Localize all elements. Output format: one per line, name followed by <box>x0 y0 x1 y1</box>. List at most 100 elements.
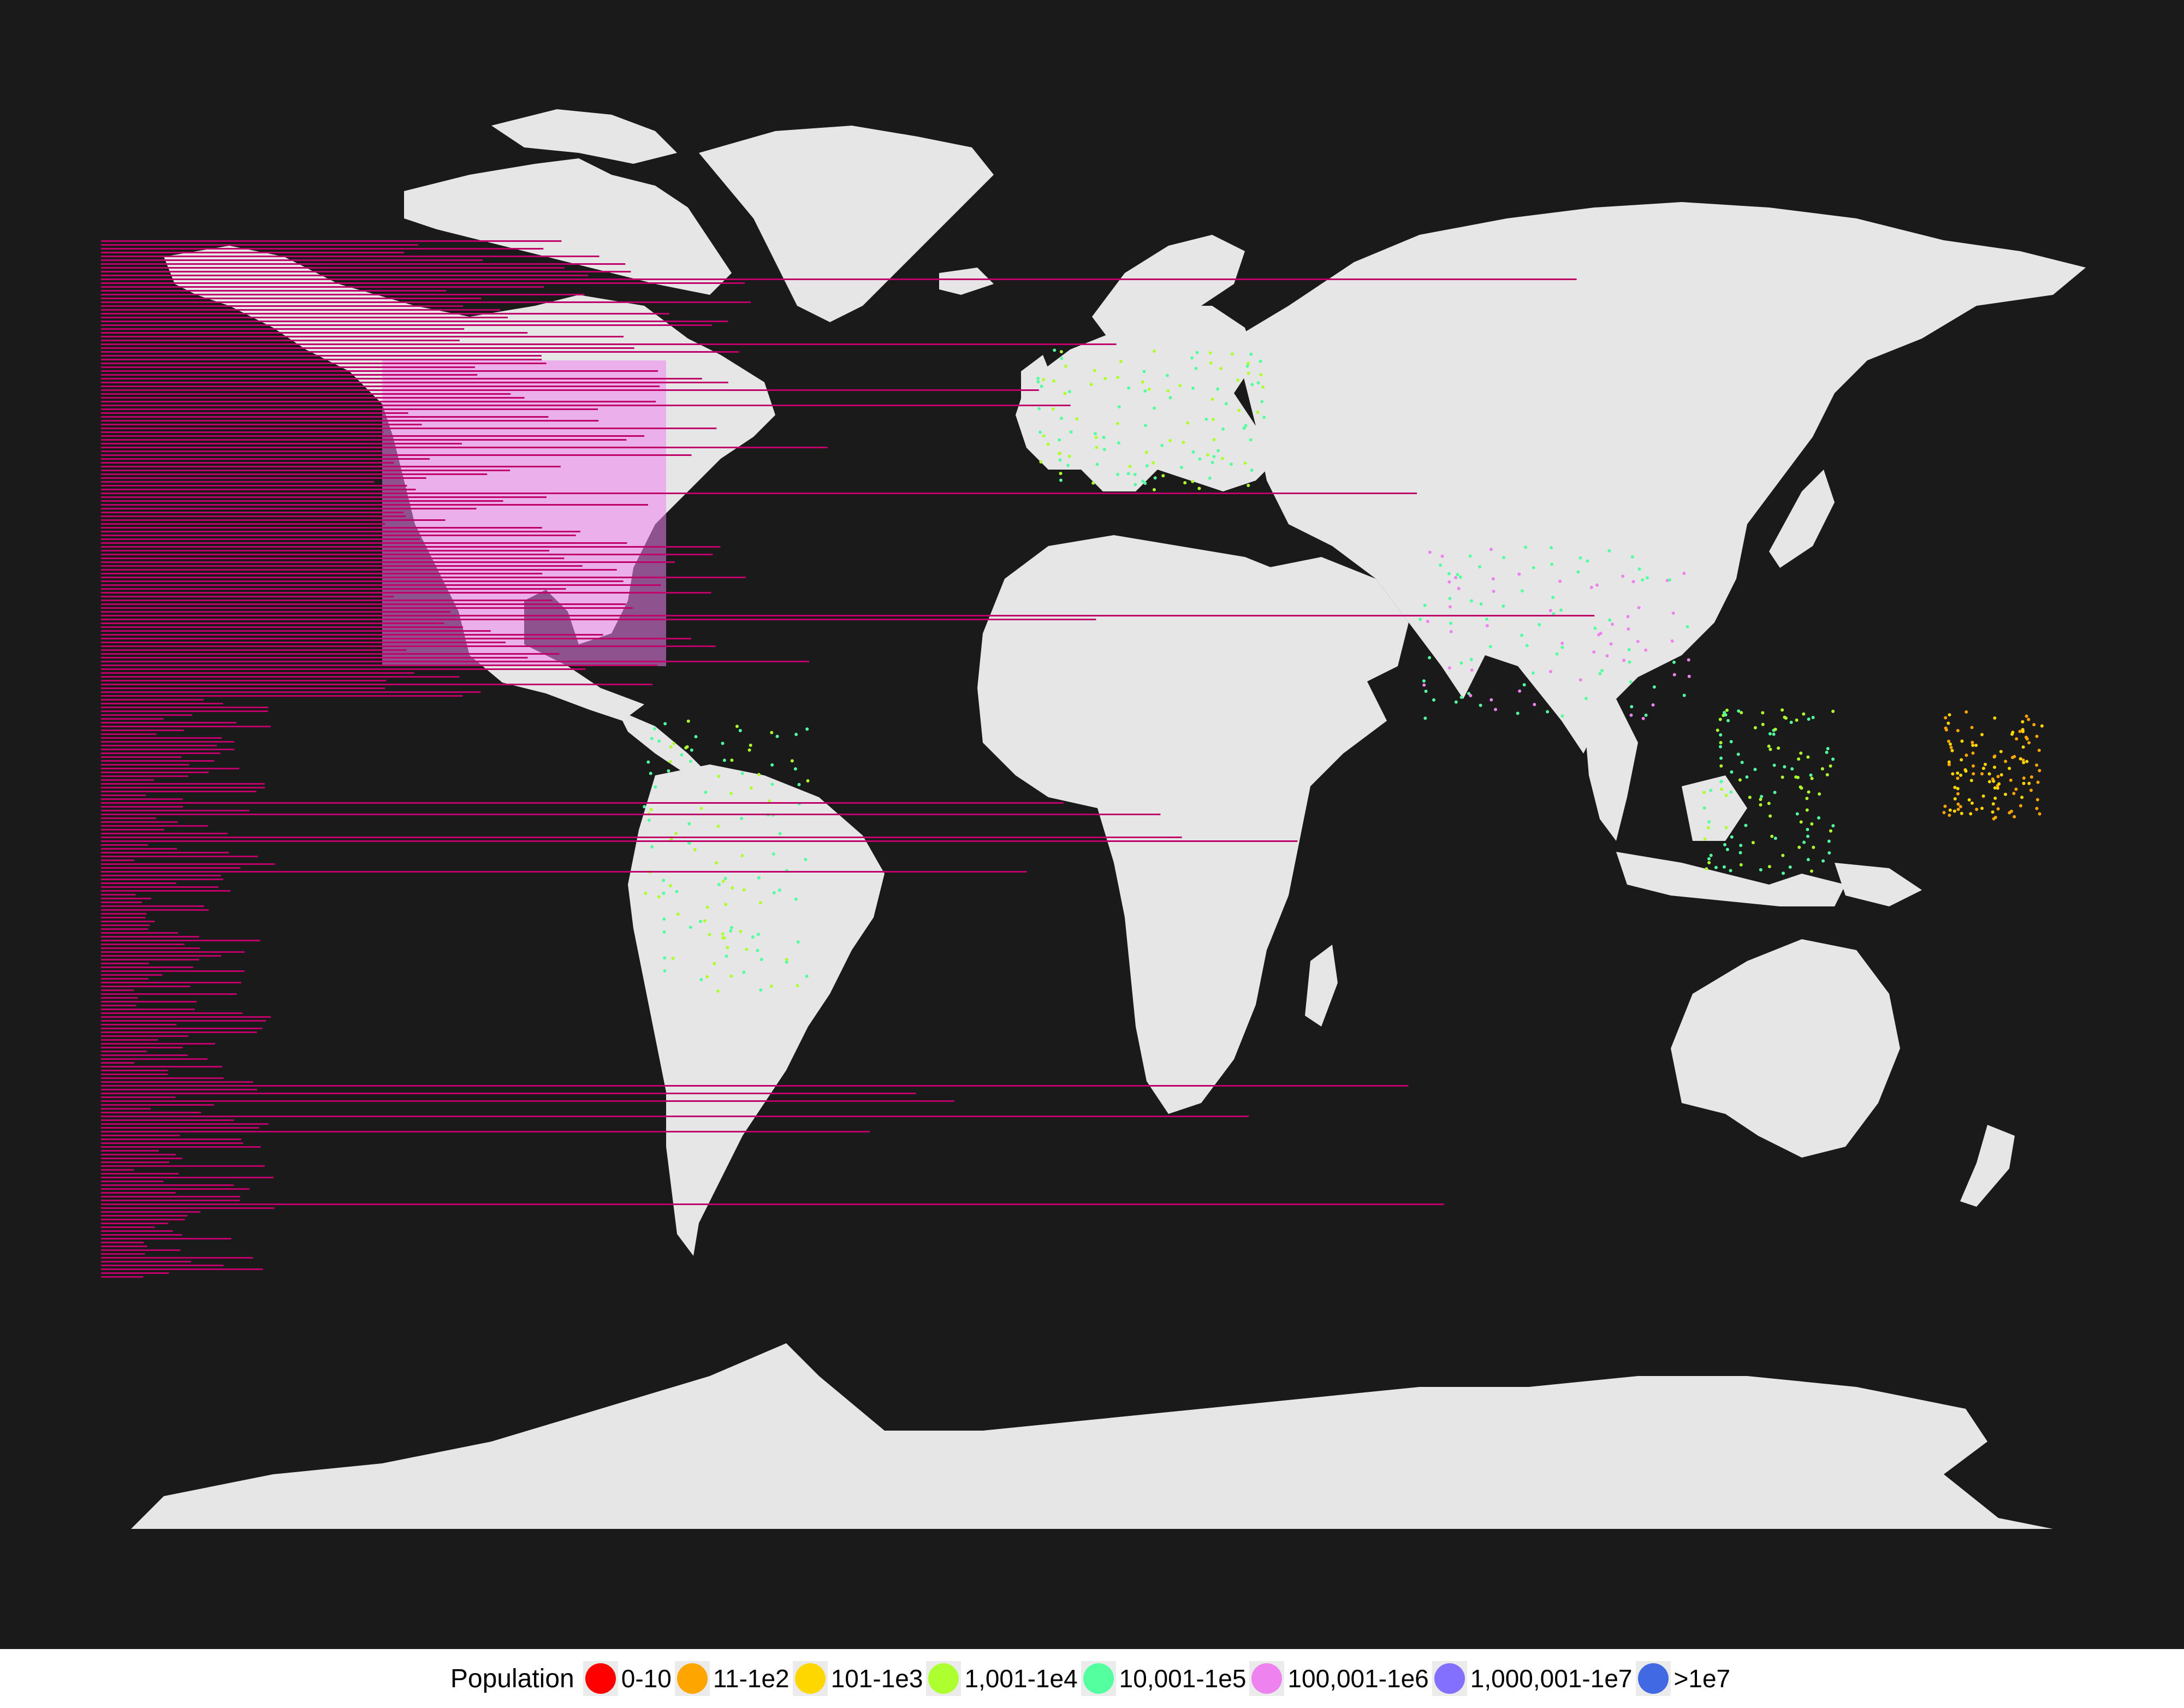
settlement-point <box>1777 746 1781 750</box>
overlay-line <box>101 806 183 808</box>
settlement-point <box>1719 733 1723 737</box>
settlement-point <box>1960 811 1963 815</box>
overlay-line <box>101 726 271 727</box>
settlement-point <box>1773 837 1777 840</box>
settlement-point <box>1246 361 1250 365</box>
settlement-point <box>1745 775 1749 779</box>
settlement-point <box>1195 351 1199 354</box>
settlement-point <box>1942 811 1946 815</box>
settlement-point <box>1969 779 1973 782</box>
landmass-new-guinea <box>1835 863 1922 906</box>
settlement-point <box>722 758 726 762</box>
settlement-point <box>669 838 673 841</box>
settlement-point <box>1723 843 1727 846</box>
settlement-point <box>1984 762 1987 766</box>
overlay-line <box>101 347 634 349</box>
overlay-line <box>101 328 465 330</box>
settlement-point <box>1825 773 1829 776</box>
legend-label: 10,001-1e5 <box>1119 1664 1247 1693</box>
overlay-line <box>101 928 149 930</box>
settlement-point <box>1740 761 1744 764</box>
settlement-point <box>1820 767 1824 770</box>
settlement-point <box>1944 716 1948 720</box>
overlay-line <box>101 447 828 448</box>
settlement-point <box>1956 787 1960 791</box>
legend-swatch <box>1637 1663 1669 1694</box>
settlement-point <box>805 974 809 978</box>
settlement-point <box>1058 438 1061 442</box>
settlement-point <box>2011 731 2015 734</box>
overlay-line <box>101 707 269 708</box>
settlement-point <box>1586 559 1589 563</box>
settlement-point <box>1744 823 1748 827</box>
settlement-point <box>1682 572 1686 576</box>
settlement-point <box>1518 689 1522 693</box>
settlement-point <box>1456 573 1459 577</box>
settlement-point <box>1609 642 1613 646</box>
overlay-line <box>101 1272 169 1274</box>
settlement-point <box>1999 773 2003 777</box>
overlay-line <box>101 259 483 261</box>
settlement-point <box>1996 775 2000 779</box>
overlay-line <box>101 1261 191 1262</box>
settlement-point <box>1560 714 1564 718</box>
settlement-point <box>1485 624 1489 627</box>
overlay-line <box>101 580 624 582</box>
overlay-line <box>101 974 163 976</box>
settlement-point <box>1060 417 1064 420</box>
settlement-point <box>1560 642 1564 645</box>
settlement-point <box>738 728 742 732</box>
settlement-point <box>1468 554 1472 558</box>
overlay-line <box>101 733 157 735</box>
overlay-line <box>101 538 420 540</box>
settlement-point <box>1595 583 1599 587</box>
settlement-point <box>1944 726 1948 730</box>
settlement-point <box>1220 456 1224 460</box>
settlement-point <box>1729 740 1733 744</box>
settlement-point <box>1672 660 1676 664</box>
settlement-point <box>1950 749 1954 752</box>
overlay-line <box>101 321 728 322</box>
settlement-point <box>1532 566 1535 570</box>
settlement-point <box>1760 794 1764 798</box>
settlement-point <box>2035 806 2039 810</box>
overlay-line <box>101 1257 253 1259</box>
landmass-south-america <box>628 764 885 1256</box>
settlement-point <box>1160 443 1164 447</box>
overlay-line <box>101 343 1117 345</box>
settlement-point <box>1208 351 1212 355</box>
settlement-point <box>1810 822 1814 826</box>
overlay-line <box>101 1142 244 1144</box>
settlement-point <box>1489 698 1493 702</box>
settlement-point <box>1782 871 1785 875</box>
overlay-line <box>101 603 626 605</box>
settlement-point <box>1996 807 2000 811</box>
settlement-point <box>1795 812 1799 816</box>
overlay-line <box>101 600 553 601</box>
settlement-point <box>643 805 646 809</box>
overlay-line <box>101 749 235 750</box>
legend-item: >1e7 <box>1635 1661 1730 1696</box>
settlement-point <box>1075 417 1079 421</box>
settlement-point <box>1719 764 1723 768</box>
settlement-point <box>721 742 725 745</box>
overlay-line <box>101 810 250 811</box>
settlement-point <box>1210 398 1214 401</box>
settlement-point <box>1548 609 1552 613</box>
overlay-line <box>101 924 150 926</box>
overlay-line <box>101 481 375 483</box>
settlement-point <box>1485 617 1489 621</box>
settlement-point <box>717 882 721 886</box>
legend-item: 10,001-1e5 <box>1081 1661 1247 1696</box>
settlement-point <box>1826 747 1830 751</box>
settlement-point <box>1719 745 1723 749</box>
overlay-line <box>101 412 408 414</box>
overlay-line <box>101 450 382 452</box>
settlement-point <box>1718 717 1722 721</box>
settlement-point <box>1722 865 1726 869</box>
landmass-japan <box>1769 470 1835 568</box>
settlement-point <box>1806 828 1809 832</box>
settlement-point <box>1440 554 1444 558</box>
settlement-point <box>1997 782 2001 786</box>
settlement-point <box>1948 808 1952 812</box>
